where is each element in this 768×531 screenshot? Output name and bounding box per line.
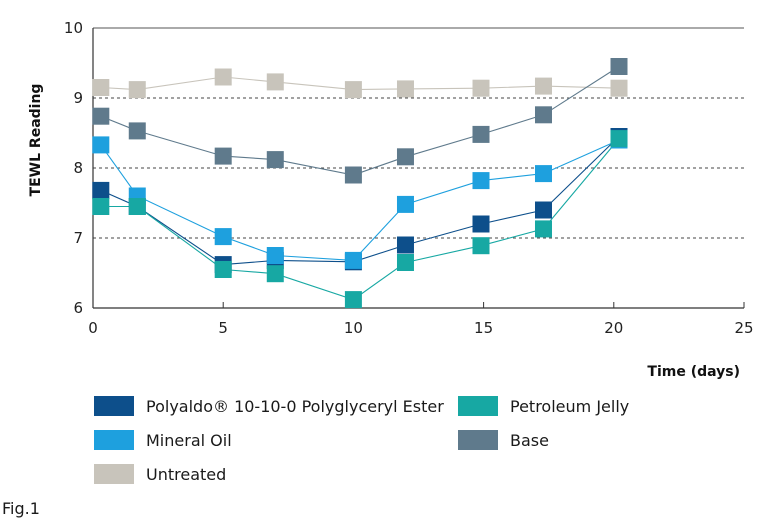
point-base-0 bbox=[92, 107, 110, 125]
legend-label-petroleum-jelly: Petroleum Jelly bbox=[510, 396, 630, 416]
point-base-3 bbox=[266, 151, 284, 169]
series-line-mineral-oil bbox=[100, 139, 620, 261]
series-line-petroleum-jelly bbox=[100, 138, 620, 301]
point-untreated-3 bbox=[266, 73, 284, 91]
point-petroleum-jelly-0 bbox=[92, 198, 110, 215]
legend-label-polyaldo: Polyaldo® 10-10-0 Polyglyceryl Ester bbox=[146, 396, 444, 416]
point-mineral-oil-3 bbox=[266, 247, 284, 264]
legend-item-petroleum-jelly: Petroleum Jelly bbox=[458, 394, 629, 418]
y-tick-label-6: 6 bbox=[73, 299, 83, 317]
x-axis-title: Time (days) bbox=[647, 364, 740, 380]
legend-item-mineral-oil: Mineral Oil bbox=[94, 428, 232, 452]
point-mineral-oil-7 bbox=[534, 165, 552, 183]
legend-swatch-mineral-oil bbox=[94, 430, 134, 450]
point-base-2 bbox=[214, 147, 232, 165]
point-mineral-oil-5 bbox=[396, 195, 414, 213]
legend-swatch-untreated bbox=[94, 464, 134, 484]
point-mineral-oil-0 bbox=[92, 136, 110, 154]
point-base-8 bbox=[610, 58, 628, 75]
legend: Polyaldo® 10-10-0 Polyglyceryl Ester Pet… bbox=[94, 392, 654, 492]
x-tick-label-5: 5 bbox=[218, 319, 228, 337]
point-petroleum-jelly-8 bbox=[610, 130, 628, 148]
tick-labels: 0 5 10 15 20 25 6 7 8 9 10 bbox=[64, 19, 754, 337]
axes bbox=[92, 28, 745, 309]
y-axis-title: TEWL Reading bbox=[28, 84, 44, 197]
legend-swatch-polyaldo bbox=[94, 396, 134, 416]
point-polyaldo-10-10-0-polyglyceryl-ester-6 bbox=[472, 215, 490, 233]
point-base-7 bbox=[534, 106, 552, 124]
tewl-line-chart: 0 5 10 15 20 25 6 7 8 9 10 TEWL Reading Time (days… bbox=[28, 19, 754, 380]
point-petroleum-jelly-7 bbox=[534, 220, 552, 238]
point-mineral-oil-2 bbox=[214, 228, 232, 246]
x-tick-label-0: 0 bbox=[88, 319, 98, 337]
point-untreated-6 bbox=[472, 79, 490, 97]
point-mineral-oil-4 bbox=[344, 251, 362, 269]
y-tick-label-8: 8 bbox=[73, 159, 83, 177]
point-petroleum-jelly-2 bbox=[214, 261, 232, 278]
point-untreated-4 bbox=[344, 81, 362, 99]
legend-label-untreated: Untreated bbox=[146, 464, 227, 484]
point-mineral-oil-6 bbox=[472, 172, 490, 190]
point-base-1 bbox=[128, 122, 146, 140]
legend-item-base: Base bbox=[458, 428, 549, 452]
y-tick-label-10: 10 bbox=[64, 19, 83, 37]
point-untreated-8 bbox=[610, 79, 628, 97]
point-petroleum-jelly-3 bbox=[266, 265, 284, 283]
legend-label-mineral-oil: Mineral Oil bbox=[146, 430, 232, 450]
point-petroleum-jelly-1 bbox=[128, 198, 146, 215]
point-petroleum-jelly-4 bbox=[344, 291, 362, 309]
x-tick-label-15: 15 bbox=[474, 319, 493, 337]
point-base-6 bbox=[472, 125, 490, 143]
x-tick-label-10: 10 bbox=[344, 319, 363, 337]
point-polyaldo-10-10-0-polyglyceryl-ester-5 bbox=[396, 236, 414, 254]
legend-label-base: Base bbox=[510, 430, 549, 450]
series-line-polyaldo-10-10-0-polyglyceryl-ester bbox=[100, 136, 620, 266]
point-untreated-5 bbox=[396, 80, 414, 98]
x-tick-label-25: 25 bbox=[734, 319, 753, 337]
series-points bbox=[92, 58, 628, 309]
legend-swatch-petroleum-jelly bbox=[458, 396, 498, 416]
point-polyaldo-10-10-0-polyglyceryl-ester-7 bbox=[534, 201, 552, 219]
point-untreated-7 bbox=[534, 77, 552, 95]
point-petroleum-jelly-6 bbox=[472, 237, 490, 255]
point-untreated-2 bbox=[214, 68, 232, 86]
gridlines bbox=[93, 27, 744, 239]
y-tick-label-7: 7 bbox=[73, 229, 83, 247]
x-tick-label-20: 20 bbox=[604, 319, 623, 337]
legend-swatch-base bbox=[458, 430, 498, 450]
point-untreated-1 bbox=[128, 81, 146, 99]
point-base-5 bbox=[396, 148, 414, 166]
point-polyaldo-10-10-0-polyglyceryl-ester-0 bbox=[92, 181, 110, 199]
point-base-4 bbox=[344, 166, 362, 184]
point-untreated-0 bbox=[92, 79, 110, 96]
y-tick-label-9: 9 bbox=[73, 89, 83, 107]
point-petroleum-jelly-5 bbox=[396, 254, 414, 271]
legend-item-untreated: Untreated bbox=[94, 462, 226, 486]
legend-item-polyaldo: Polyaldo® 10-10-0 Polyglyceryl Ester bbox=[94, 394, 444, 418]
figure-caption: Fig.1 bbox=[2, 499, 40, 518]
